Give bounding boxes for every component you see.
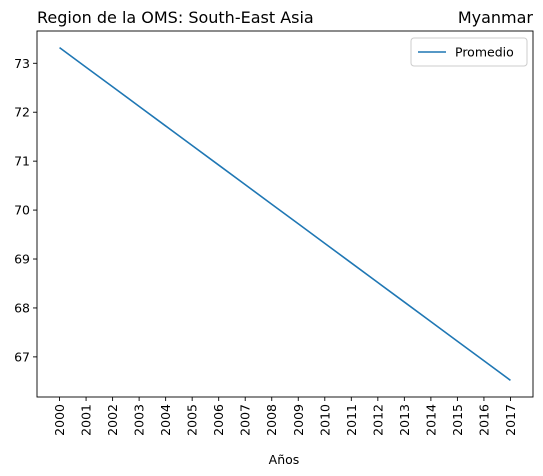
x-tick-label: 2016 <box>476 404 491 436</box>
x-tick-label: 2017 <box>503 404 518 436</box>
country-title: Myanmar <box>458 8 534 27</box>
y-tick-label: 70 <box>14 203 30 218</box>
x-tick-label: 2011 <box>344 404 359 436</box>
axes-layer: 2000 2001 2002 2003 2004 2005 2006 2007 2008 2009… <box>14 30 534 436</box>
x-tick-label: 2010 <box>317 404 332 436</box>
x-tick-label: 2002 <box>105 404 120 436</box>
x-tick-label: 2000 <box>52 404 67 436</box>
x-tick-label: 2015 <box>450 404 465 436</box>
plot-frame <box>36 30 534 398</box>
x-tick-label: 2003 <box>132 404 147 436</box>
x-tick-label: 2009 <box>291 404 306 436</box>
x-tick-label: 2005 <box>185 404 200 436</box>
x-tick-label: 2006 <box>211 404 226 436</box>
x-tick-label: 2014 <box>423 404 438 436</box>
x-tick-label: 2004 <box>158 404 173 436</box>
x-axis-label: Años <box>269 452 300 467</box>
legend-label-promedio: Promedio <box>455 45 514 60</box>
y-tick-label: 68 <box>14 300 30 315</box>
x-tick-label: 2007 <box>238 404 253 436</box>
x-tick-label: 2001 <box>79 404 94 436</box>
legend: Promedio <box>410 37 528 67</box>
series-layer <box>59 46 511 382</box>
x-tick-label: 2013 <box>397 404 412 436</box>
x-tick-label: 2008 <box>264 404 279 436</box>
chart-title: Region de la OMS: South-East Asia <box>37 8 314 27</box>
y-tick-label: 71 <box>14 154 30 169</box>
y-tick-label: 69 <box>14 252 30 267</box>
series-line-promedio <box>59 46 511 382</box>
legend-box <box>410 37 528 67</box>
y-tick-label: 67 <box>14 349 30 364</box>
x-tick-label: 2012 <box>370 404 385 436</box>
y-tick-label: 73 <box>14 56 30 71</box>
y-tick-label: 72 <box>14 105 30 120</box>
